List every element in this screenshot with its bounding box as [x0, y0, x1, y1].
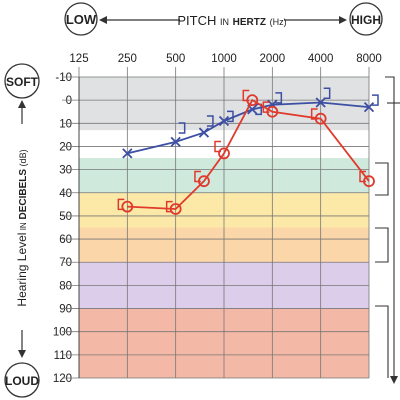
x-tick-label: 1000 [211, 53, 237, 65]
series-line-left [127, 101, 370, 155]
y-tick-label: 60 [59, 234, 72, 246]
data-point-x [198, 127, 210, 138]
y-tick-label: 90 [59, 304, 72, 316]
x-tick-label: 500 [166, 53, 185, 65]
low-circle [64, 2, 98, 36]
data-series [117, 87, 379, 215]
decibel-tick-labels: -10 0 10 20 30 40 50 60 70 80 90 100 110… [53, 72, 72, 385]
y-tick-label: 40 [59, 188, 72, 200]
y-tick-label: 20 [59, 141, 72, 153]
data-point-circle [266, 105, 279, 118]
bone-conduction-marker [275, 92, 283, 104]
loud-circle [4, 362, 40, 398]
data-point-circle [169, 203, 182, 215]
bone-conduction-marker [359, 170, 366, 183]
data-point-circle [314, 112, 327, 125]
bone-conduction-marker [242, 89, 250, 102]
bone-conduction-marker [214, 140, 221, 153]
x-tick-label: 2000 [260, 53, 286, 65]
y-tick-label: 0 [66, 95, 72, 107]
arrow-left-icon [99, 16, 107, 24]
y-tick-label: 50 [59, 211, 72, 223]
bone-conduction-marker [227, 110, 234, 123]
data-point-circle [218, 147, 230, 160]
data-point-circle [121, 200, 134, 213]
loudness-axis: SOFT LOUD Hearing Level IN DECIBELS (dB) [4, 63, 40, 398]
bracket-range [375, 305, 389, 378]
bone-conduction-marker [323, 87, 331, 99]
y-tick-label: -10 [55, 72, 72, 84]
bone-conduction-marker [178, 122, 186, 134]
loud-label: LOUD [5, 374, 39, 388]
bone-conduction-marker [372, 94, 379, 106]
y-tick-label: 10 [59, 118, 72, 130]
arrow-right-icon [339, 16, 347, 24]
soft-circle [4, 63, 40, 99]
y-tick-label: 30 [59, 165, 72, 177]
series-left-ear [122, 87, 379, 159]
bone-conduction-marker [262, 101, 270, 113]
y-tick-label: 100 [53, 327, 72, 339]
data-point-circle [198, 175, 210, 188]
series-right-ear [117, 89, 375, 215]
pitch-header: LOW HIGH PITCH IN HERTZ (Hz) [64, 2, 383, 36]
arrow-down-icon [390, 376, 398, 384]
arrow-up-icon [18, 100, 26, 108]
frequency-tick-labels: 125 250 500 1000 2000 4000 8000 [69, 53, 381, 65]
data-point-x [218, 115, 230, 127]
y-tick-label: 110 [54, 350, 72, 362]
data-point-circle [363, 175, 375, 188]
data-point-x [363, 101, 375, 113]
bracket-range [375, 227, 389, 263]
bone-conduction-marker [194, 170, 201, 183]
y-tick-label: 80 [59, 280, 72, 292]
y-tick-label: 70 [59, 257, 72, 269]
low-label: LOW [66, 12, 97, 27]
x-tick-label: 125 [69, 53, 88, 65]
y-tick-label: 120 [53, 373, 72, 385]
bone-conduction-marker [165, 200, 173, 213]
data-point-x [170, 136, 181, 147]
range-brackets [375, 76, 400, 384]
bone-conduction-marker [310, 108, 318, 120]
series-line-right [127, 98, 370, 210]
high-circle [349, 2, 383, 36]
bone-conduction-marker [117, 198, 125, 211]
bracket-range [375, 162, 389, 196]
bracket-main-line [385, 76, 395, 378]
soft-label: SOFT [6, 75, 39, 89]
x-tick-label: 250 [118, 53, 137, 65]
data-point-circle [246, 94, 259, 107]
arrow-down-icon [18, 350, 26, 358]
x-tick-label: 4000 [308, 53, 334, 65]
data-point-x [315, 97, 326, 108]
high-label: HIGH [351, 13, 381, 27]
y-axis-title: Hearing Level IN DECIBELS (dB) [15, 149, 29, 306]
x-tick-label: 8000 [356, 53, 382, 65]
bone-conduction-marker [206, 115, 214, 127]
pitch-title: PITCH IN HERTZ (Hz) [177, 13, 286, 28]
data-point-x [122, 148, 133, 159]
